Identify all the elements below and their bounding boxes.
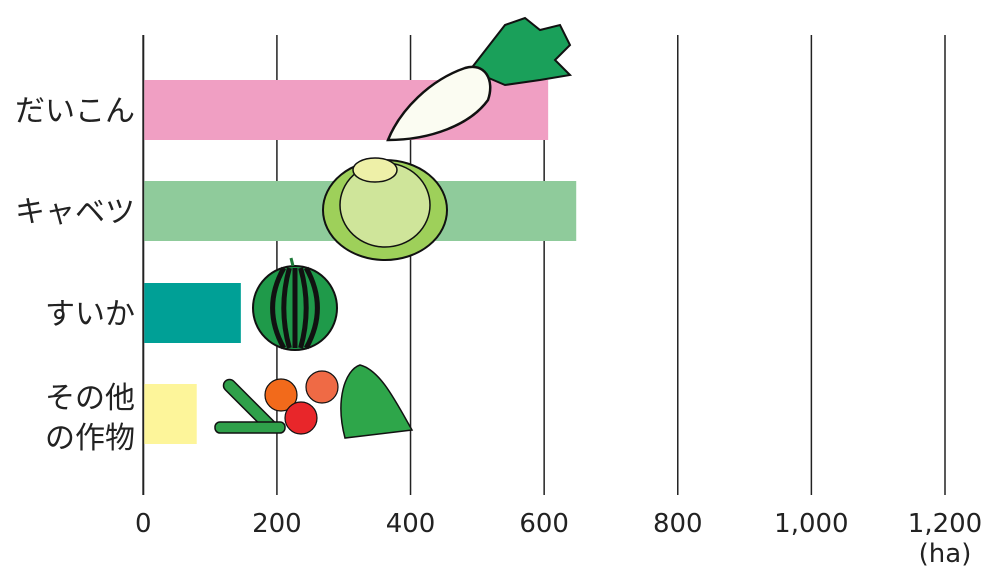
x-tick-label: 1,000 (774, 509, 848, 539)
spinach (340, 364, 414, 439)
bar-2 (144, 283, 241, 343)
daikon-leaves (468, 16, 573, 87)
daikon-root (386, 65, 492, 142)
tomato (284, 401, 318, 435)
watermelon-stripe (270, 266, 286, 350)
watermelon-stripe (281, 267, 292, 349)
daikon-icon (386, 16, 573, 142)
cabbage-icon (322, 157, 448, 261)
category-label: の作物 (45, 421, 135, 456)
x-tick-label: 400 (386, 509, 436, 539)
category-label: キャベツ (15, 195, 135, 230)
cabbage-top (352, 157, 398, 183)
watermelon-stripe (298, 267, 309, 349)
watermelon-stripe (304, 266, 320, 350)
x-tick-label: 200 (252, 509, 302, 539)
x-tick-label: 1,200 (908, 509, 982, 539)
category-label: すいか (45, 297, 135, 332)
x-unit-label: (ha) (919, 539, 972, 569)
category-label: その他 (45, 381, 135, 416)
cucumber-tomato-spinach-icon (214, 364, 414, 439)
cucumber (214, 421, 286, 434)
tomato (264, 378, 298, 412)
tomato (305, 370, 339, 404)
category-label: だいこん (15, 94, 135, 129)
watermelon-stem (289, 257, 295, 267)
bar-3 (144, 384, 197, 444)
x-tick-label: 0 (135, 509, 152, 539)
watermelon-icon (252, 257, 338, 351)
x-tick-label: 800 (653, 509, 703, 539)
x-tick-label: 600 (519, 509, 569, 539)
